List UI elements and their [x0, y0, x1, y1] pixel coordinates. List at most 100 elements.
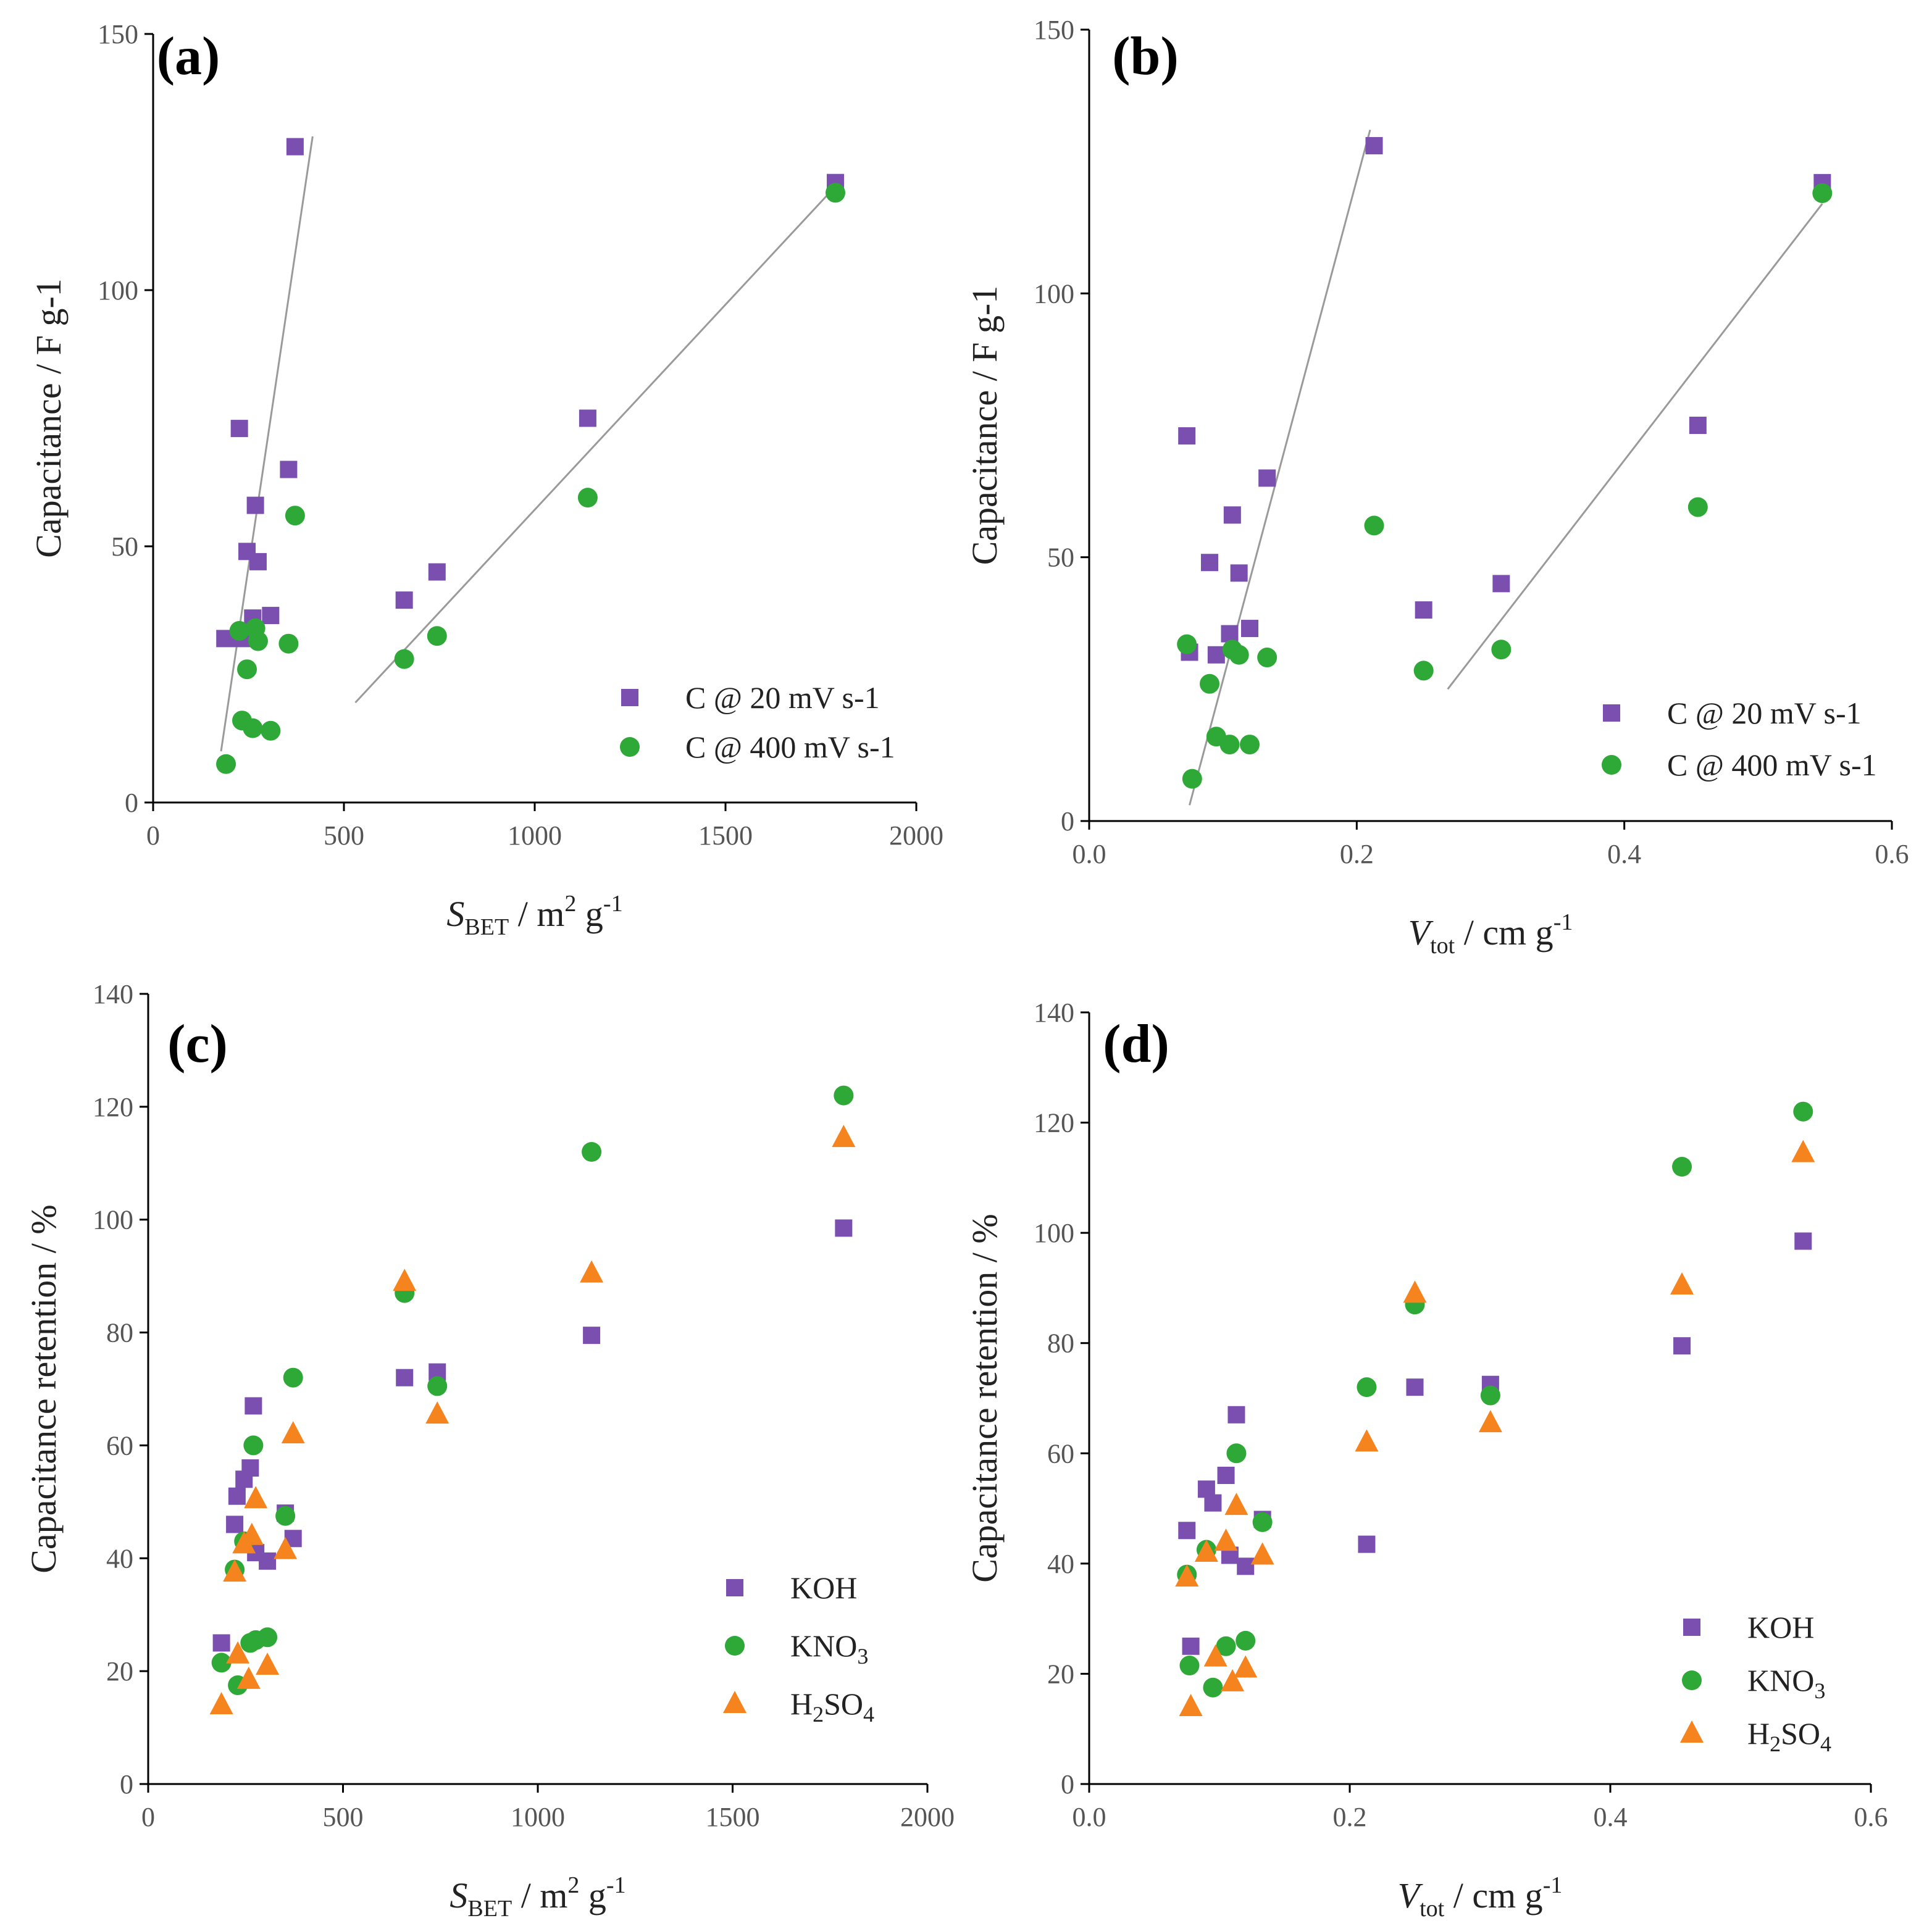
x-tick-label: 0.0: [1073, 1802, 1106, 1832]
data-point: [1177, 634, 1197, 654]
legend-label: C @ 400 mV s-1: [1667, 748, 1877, 782]
y-tick-label: 80: [1047, 1328, 1074, 1359]
data-point: [243, 1435, 264, 1456]
x-tick-label: 0.2: [1340, 839, 1374, 869]
data-point: [1257, 648, 1278, 668]
data-point: [256, 1653, 280, 1675]
series-H2SO4: [1175, 1140, 1815, 1716]
fit-line: [1447, 203, 1823, 690]
x-tick-label: 1000: [508, 820, 562, 851]
data-point: [228, 1487, 246, 1505]
x-tick-label: 0.2: [1333, 1802, 1367, 1832]
data-point: [280, 461, 298, 478]
y-tick-label: 50: [1047, 543, 1074, 573]
data-point: [832, 1125, 856, 1148]
y-tick-label: 20: [1047, 1659, 1074, 1689]
data-point: [428, 563, 446, 581]
data-point: [1670, 1272, 1694, 1294]
series-KNO3: [211, 1085, 854, 1695]
panel-label: (c): [167, 1014, 228, 1074]
data-point: [1203, 1677, 1223, 1698]
y-tick-label: 20: [106, 1656, 133, 1686]
series-C-400-mV-s-1: [1177, 183, 1833, 789]
data-point: [278, 633, 299, 654]
data-point: [1241, 620, 1258, 638]
data-point: [1221, 625, 1239, 643]
y-tick-label: 100: [93, 1205, 133, 1235]
legend-label: KOH: [790, 1570, 857, 1605]
legend-marker: [723, 1691, 746, 1713]
legend-label: C @ 400 mV s-1: [685, 730, 895, 764]
data-point: [1214, 1528, 1238, 1551]
data-point: [1357, 1377, 1377, 1398]
y-tick-label: 100: [98, 275, 138, 306]
y-tick-label: 100: [1034, 278, 1074, 309]
panel-label: (a): [157, 27, 220, 86]
data-point: [1229, 644, 1249, 665]
data-point: [1204, 1494, 1222, 1512]
data-point: [229, 620, 249, 641]
y-tick-label: 0: [120, 1769, 133, 1799]
data-point: [240, 1522, 264, 1545]
x-tick-label: 2000: [900, 1802, 955, 1832]
data-point: [1201, 554, 1218, 572]
data-point: [1252, 1512, 1273, 1532]
legend-label: H2SO4: [790, 1686, 874, 1727]
chart-panel-a: 0 500 1000 1500 2000 0 50 100 150 SBET / m2 g-1 Ca…: [28, 19, 943, 940]
data-point: [262, 607, 280, 625]
legend-label: KNO3: [1747, 1663, 1825, 1703]
data-point: [825, 183, 845, 203]
data-point: [243, 718, 263, 738]
legend-label: H2SO4: [1747, 1716, 1831, 1756]
data-point: [216, 754, 236, 774]
series-C-400-mV-s-1: [216, 183, 845, 774]
legend-label: KOH: [1747, 1610, 1814, 1645]
series-KOH: [212, 1219, 853, 1652]
legend-marker: [1602, 755, 1621, 775]
data-point: [1364, 515, 1384, 536]
data-point: [1236, 1630, 1256, 1651]
data-point: [244, 1486, 268, 1509]
legend-label: KNO3: [790, 1628, 868, 1669]
y-tick-label: 50: [111, 532, 138, 562]
legend-marker: [621, 689, 638, 706]
data-point: [1240, 735, 1260, 755]
data-point: [249, 552, 267, 570]
data-point: [236, 1666, 261, 1689]
data-point: [1491, 640, 1512, 660]
data-point: [835, 1219, 853, 1237]
data-point: [1258, 469, 1276, 487]
x-tick-label: 1500: [698, 820, 753, 851]
series-H2SO4: [209, 1125, 856, 1714]
legend-marker: [1683, 1619, 1700, 1636]
panel-label: (b): [1112, 27, 1179, 86]
data-point: [1492, 575, 1510, 593]
data-point: [1406, 1378, 1424, 1396]
x-axis-label: Vtot / cm g-1: [1408, 909, 1573, 959]
data-point: [834, 1085, 854, 1106]
data-point: [580, 1260, 604, 1283]
series-KNO3: [1177, 1101, 1813, 1698]
data-point: [230, 420, 248, 438]
data-point: [1182, 1637, 1200, 1655]
y-tick-label: 120: [1034, 1108, 1074, 1138]
data-point: [1224, 1493, 1248, 1515]
data-point: [1223, 506, 1241, 524]
data-point: [1791, 1140, 1815, 1162]
data-point: [257, 1627, 278, 1648]
data-point: [583, 1327, 601, 1344]
y-axis-label: Capacitance retention / %: [23, 1204, 64, 1573]
data-point: [283, 1367, 303, 1388]
x-tick-label: 0.6: [1854, 1802, 1888, 1832]
data-point: [1178, 427, 1196, 445]
data-point: [259, 1552, 277, 1570]
data-point: [261, 720, 281, 741]
data-point: [1358, 1535, 1376, 1553]
data-point: [396, 1369, 414, 1386]
data-point: [1250, 1542, 1274, 1565]
data-point: [223, 1559, 247, 1582]
data-point: [393, 1269, 417, 1291]
data-point: [1794, 1232, 1812, 1250]
x-tick-label: 0: [141, 1802, 155, 1832]
x-tick-label: 1000: [511, 1802, 565, 1832]
